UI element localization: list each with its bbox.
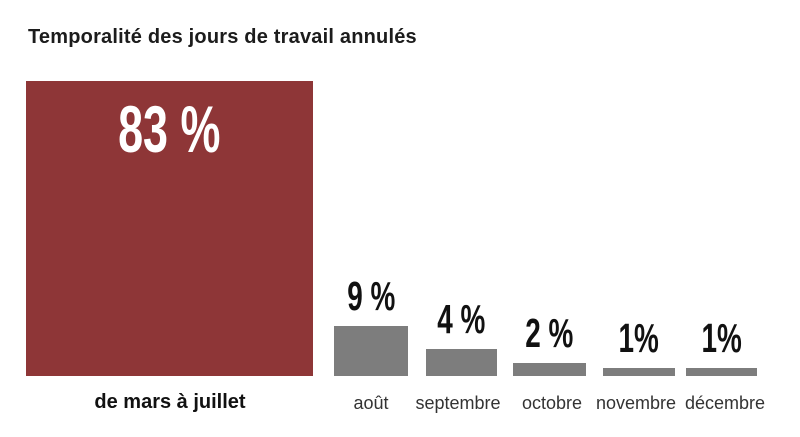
category-label-novembre: novembre [595,393,677,413]
category-label-septembre: septembre [415,393,501,413]
bar-aout [334,326,408,376]
value-label-novembre: 1% [618,315,660,361]
value-label-de-mars-a-juillet: 83 % [118,92,221,166]
category-label-octobre: octobre [521,393,583,413]
bar-octobre [513,363,586,376]
bar-novembre [603,368,675,376]
category-label-de-mars-a-juillet: de mars à juillet [94,391,246,413]
bar-decembre [686,368,757,376]
category-label-decembre: décembre [684,393,766,413]
category-label-aout: août [353,393,389,413]
value-label-septembre: 4 % [437,296,486,342]
bar-septembre [426,349,497,376]
bar-de-mars-a-juillet: 83 % [26,81,313,376]
value-label-decembre: 1% [701,315,742,361]
value-label-octobre: 2 % [525,310,574,356]
value-label-aout: 9 % [346,273,396,319]
chart-title: Temporalité des jours de travail annulés [28,26,417,48]
